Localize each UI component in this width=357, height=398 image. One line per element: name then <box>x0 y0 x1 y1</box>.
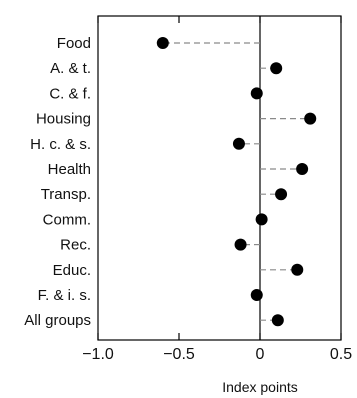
data-point-rec <box>234 238 247 251</box>
data-point-all-groups <box>271 314 284 327</box>
category-label-educ: Educ. <box>53 262 91 279</box>
x-tick-label: 0.5 <box>330 346 352 363</box>
category-label-comm: Comm. <box>43 211 91 228</box>
category-label-h-c-s: H. c. & s. <box>30 136 91 153</box>
x-axis-title: Index points <box>222 379 298 395</box>
data-point-a-t <box>270 62 283 75</box>
data-point-transp <box>275 188 288 201</box>
plot-area <box>97 15 342 341</box>
data-point-housing <box>304 112 317 125</box>
x-axis-ticks <box>97 16 342 340</box>
category-label-a-t: A. & t. <box>50 60 91 77</box>
category-label-all-groups: All groups <box>24 312 91 329</box>
data-point-f-i-s <box>250 289 263 301</box>
x-tick-label: −0.5 <box>163 346 195 363</box>
category-label-health: Health <box>48 161 91 178</box>
data-point-comm <box>255 213 268 226</box>
category-label-food: Food <box>57 35 91 52</box>
category-label-c-f: C. & f. <box>49 85 91 102</box>
data-point-h-c-s <box>232 137 245 150</box>
x-tick-label: −1.0 <box>82 346 114 363</box>
data-point-health <box>296 163 309 175</box>
x-tick-labels: −1.0 −0.5 0 0.5 <box>82 346 352 363</box>
category-label-rec: Rec. <box>60 237 91 254</box>
category-label-housing: Housing <box>36 111 91 128</box>
data-point-educ <box>291 263 304 276</box>
data-point-c-f <box>250 87 263 100</box>
category-labels: Food A. & t. C. & f. Housing H. c. & s. Healt… <box>24 35 91 329</box>
category-label-f-i-s: F. & i. s. <box>38 287 91 304</box>
data-point-food <box>156 37 169 49</box>
leader-lines <box>162 42 311 321</box>
plot-frame <box>97 15 342 341</box>
data-points <box>156 37 317 327</box>
category-label-transp: Transp. <box>41 186 91 203</box>
x-tick-label: 0 <box>256 346 265 363</box>
